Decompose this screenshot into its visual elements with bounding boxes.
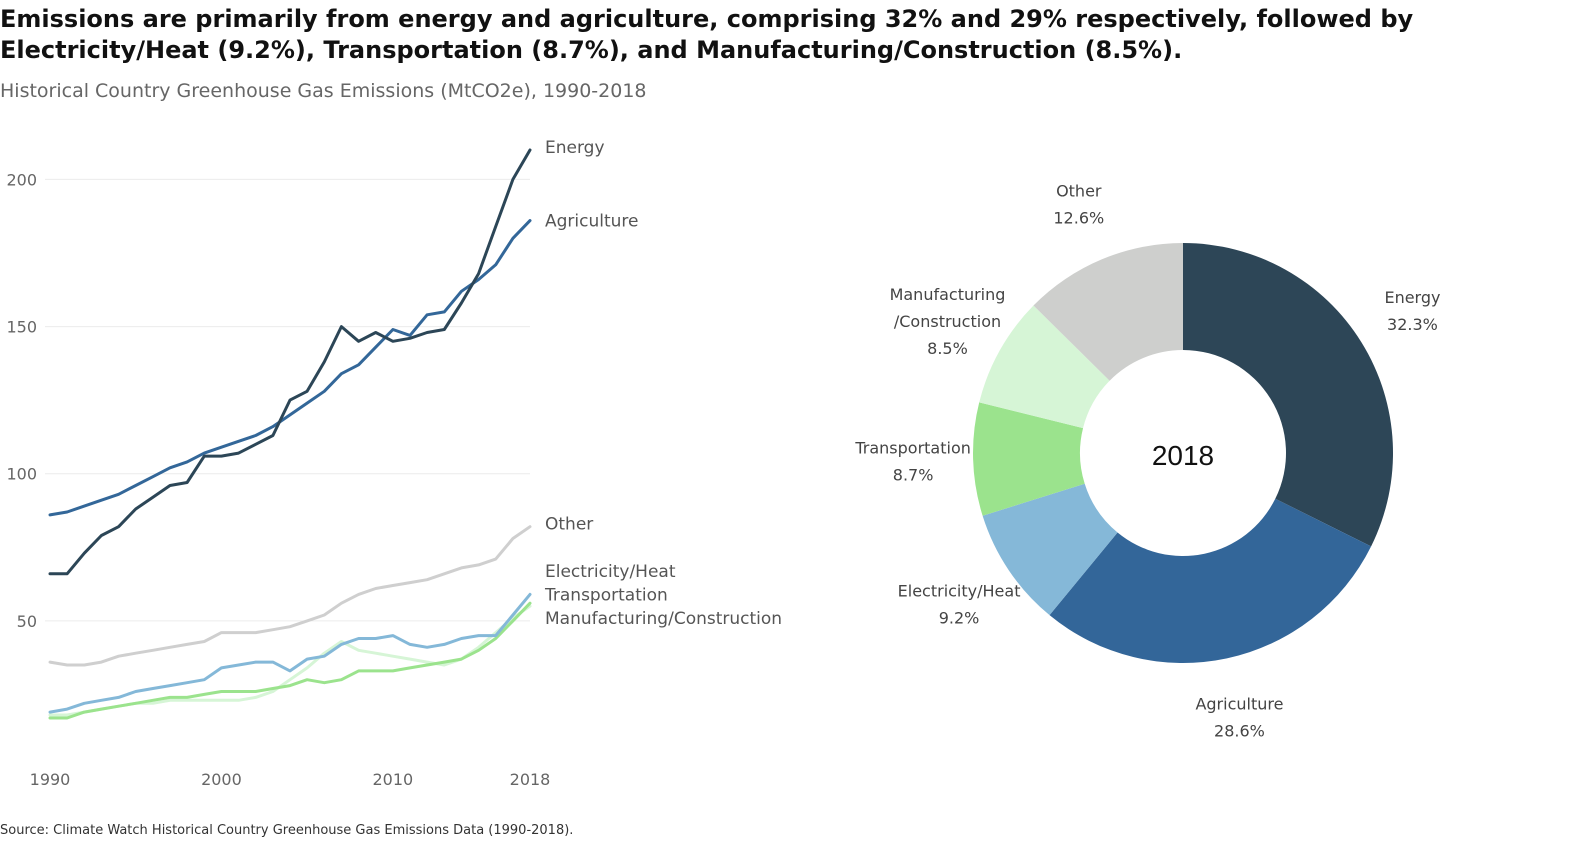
source-note: Source: Climate Watch Historical Country…: [0, 823, 574, 838]
donut-slice-agriculture: [1049, 498, 1372, 664]
donut-label-manufacturing-construction: Manufacturing/Construction 8.5%: [890, 285, 1006, 358]
donut-percent-agriculture: 28.6%: [1214, 722, 1265, 741]
series-line-electricity-heat: [48, 592, 532, 714]
donut-percent-transportation: 8.7%: [893, 466, 934, 485]
donut-center-label: 2018: [1152, 440, 1214, 471]
donut-label-electricity-heat: Electricity/Heat 9.2%: [898, 581, 1021, 627]
donut-name-manufacturing-construction: /Construction: [894, 312, 1001, 331]
donut-name-energy: Energy: [1384, 288, 1440, 307]
series-line-transportation: [48, 601, 532, 720]
donut-percent-electricity-heat: 9.2%: [939, 608, 980, 627]
series-label-other: Other: [545, 515, 593, 535]
donut-name-manufacturing-construction: Manufacturing: [890, 285, 1006, 304]
series-label-transportation: Transportation: [544, 585, 668, 605]
donut-slice-electricity-heat: [982, 483, 1118, 616]
donut-name-other: Other: [1056, 181, 1102, 200]
donut-name-agriculture: Agriculture: [1195, 695, 1283, 714]
series-label-agriculture: Agriculture: [545, 212, 639, 232]
y-tick-200: 200: [6, 170, 37, 189]
donut-name-electricity-heat: Electricity/Heat: [898, 581, 1021, 600]
donut-slice-transportation: [973, 402, 1085, 516]
donut-slice-manufacturing-construction: [979, 305, 1110, 429]
donut-percent-manufacturing-construction: 8.5%: [927, 339, 968, 358]
series-line-other: [48, 525, 532, 667]
donut-slice-energy: [1183, 243, 1394, 547]
donut-label-energy: Energy 32.3%: [1384, 288, 1440, 334]
x-tick-2018: 2018: [510, 770, 551, 789]
donut-slice-other: [1033, 243, 1183, 381]
series-label-energy: Energy: [545, 138, 605, 158]
x-tick-2010: 2010: [372, 770, 413, 789]
series-line-energy: [48, 148, 532, 576]
donut-percent-other: 12.6%: [1053, 208, 1104, 227]
x-tick-2000: 2000: [201, 770, 242, 789]
y-tick-50: 50: [17, 612, 37, 631]
donut-chart: Energy 32.3% Agriculture 28.6% Electricity/H…: [854, 181, 1440, 740]
chart-subtitle: Historical Country Greenhouse Gas Emissi…: [0, 80, 647, 102]
x-tick-1990: 1990: [30, 770, 71, 789]
series-line-agriculture: [48, 219, 532, 517]
donut-name-transportation: Transportation: [854, 439, 971, 458]
chart-title: Emissions are primarily from energy and …: [0, 5, 1414, 64]
y-tick-100: 100: [6, 465, 37, 484]
series-label-manufacturing-construction: Manufacturing/Construction: [545, 609, 782, 629]
y-tick-150: 150: [6, 318, 37, 337]
donut-label-transportation: Transportation 8.7%: [854, 439, 971, 485]
series-label-electricity-heat: Electricity/Heat: [545, 562, 676, 582]
line-chart: 50 100 150 200 1990 2000 2010 2018 Energy Agricul…: [6, 138, 782, 789]
donut-label-agriculture: Agriculture 28.6%: [1195, 695, 1283, 741]
donut-label-other: Other 12.6%: [1053, 181, 1104, 227]
donut-percent-energy: 32.3%: [1387, 315, 1438, 334]
